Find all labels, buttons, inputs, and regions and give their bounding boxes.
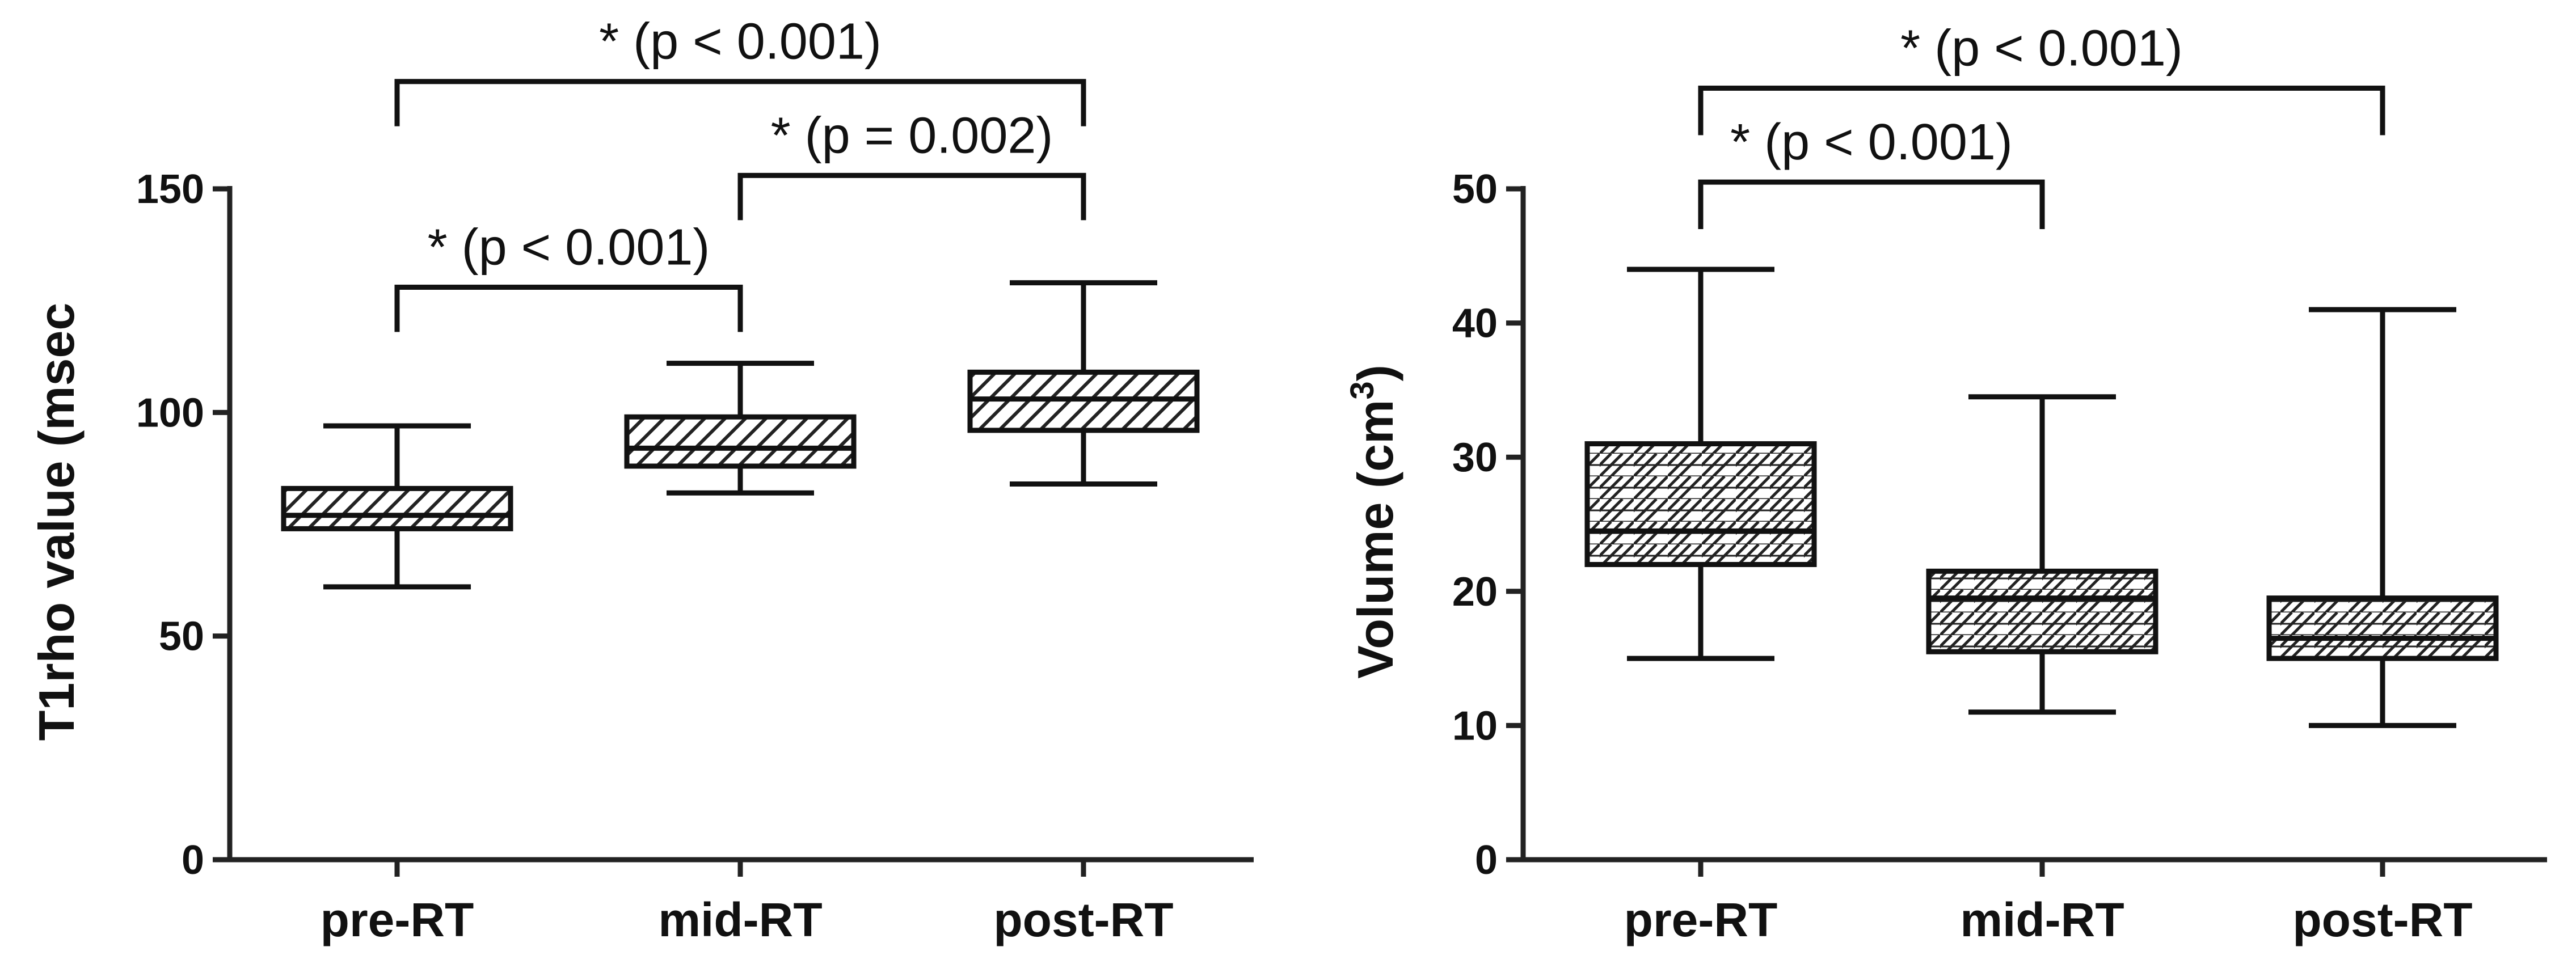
volume-panel: 0 10 20 30 40 50 pre-RT mid-RT post-RT Volume (cm… [1344,20,2547,946]
box-whisker-mid-RT [1926,394,2158,715]
y-tick-label: 10 [1452,703,1498,749]
y-axis-label: T1rho value (msec [28,303,85,741]
box-whisker-mid-RT [624,361,857,496]
iqr-box [1584,441,1817,567]
bracket-line [1698,86,2385,136]
box-whisker-pre-RT [1584,267,1817,661]
y-tick-label: 150 [136,167,204,212]
x-category-label: pre-RT [321,893,474,946]
t1rho-panel: 0 50 100 150 pre-RT mid-RT post-RT T1rho value … [28,14,1254,946]
box-whisker-post-RT [2266,307,2499,728]
y-tick-label: 40 [1452,301,1498,346]
iqr-box [624,414,857,469]
bracket-line [394,285,743,332]
y-tick-label: 20 [1452,569,1498,615]
bracket-line [737,172,1086,221]
significance-bracket: * (p < 0.001) [394,219,743,332]
bracket-line [1698,179,2045,229]
y-tick-label: 50 [159,614,204,660]
y-tick-label: 30 [1452,435,1498,480]
bracket-line [394,79,1086,126]
y-tick-label: 0 [182,838,204,883]
x-category-label: mid-RT [1960,893,2124,946]
significance-bracket: * (p = 0.002) [737,107,1086,221]
significance-bracket: * (p < 0.001) [1698,114,2045,229]
significance-label: * (p < 0.001) [1730,114,2013,171]
iqr-box [2266,595,2499,661]
significance-label: * (p < 0.001) [599,14,882,70]
significance-bracket: * (p < 0.001) [394,14,1086,126]
y-tick-label: 50 [1452,167,1498,212]
box-whisker-pre-RT [281,423,513,590]
iqr-box [281,485,513,531]
x-category-label: post-RT [2292,893,2472,946]
significance-label: * (p = 0.002) [771,107,1053,164]
x-category-label: mid-RT [658,893,822,946]
box-whisker-post-RT [967,280,1200,487]
y-tick-label: 0 [1475,838,1498,883]
y-axis-label: Volume (cm3) [1344,365,1403,679]
significance-label: * (p < 0.001) [1900,20,2183,77]
x-category-label: post-RT [993,893,1173,946]
significance-label: * (p < 0.001) [428,219,710,276]
x-category-label: pre-RT [1624,893,1778,946]
significance-bracket: * (p < 0.001) [1698,20,2385,136]
y-tick-label: 100 [136,390,204,436]
iqr-box [1926,568,2158,654]
